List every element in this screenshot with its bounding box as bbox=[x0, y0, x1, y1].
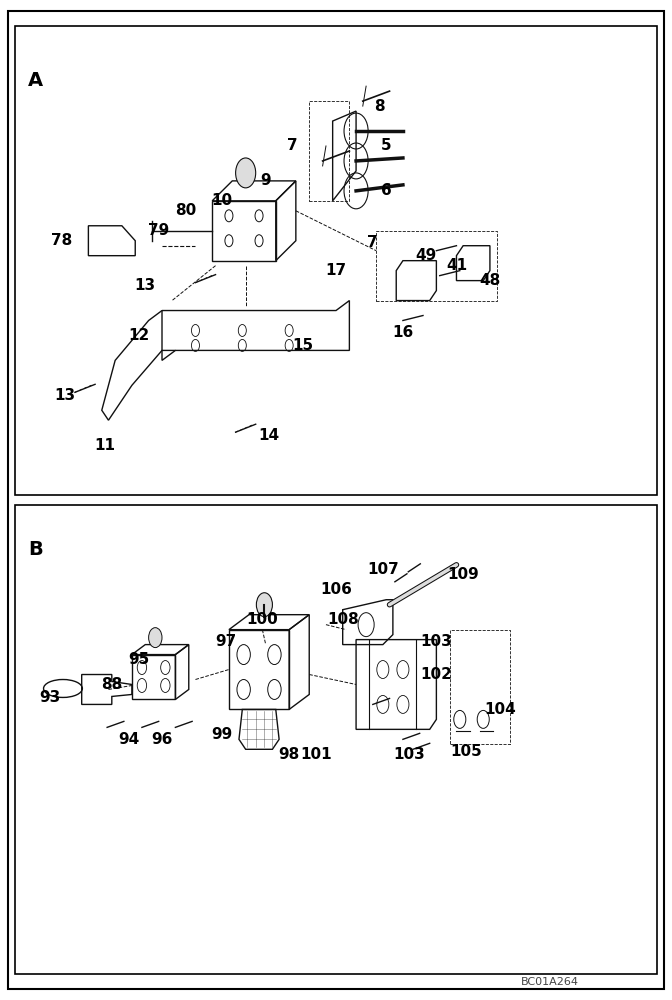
Text: 79: 79 bbox=[148, 223, 169, 238]
Text: 88: 88 bbox=[101, 677, 122, 692]
FancyBboxPatch shape bbox=[15, 26, 657, 495]
Text: 99: 99 bbox=[212, 727, 233, 742]
Text: 100: 100 bbox=[247, 612, 278, 627]
Circle shape bbox=[256, 593, 272, 617]
Text: 10: 10 bbox=[212, 193, 233, 208]
Text: 109: 109 bbox=[448, 567, 479, 582]
Text: 11: 11 bbox=[95, 438, 116, 453]
Text: 106: 106 bbox=[320, 582, 352, 597]
Circle shape bbox=[149, 628, 162, 648]
Text: 12: 12 bbox=[128, 328, 149, 343]
Text: 15: 15 bbox=[292, 338, 313, 353]
Text: 8: 8 bbox=[374, 99, 385, 114]
Text: 16: 16 bbox=[392, 325, 413, 340]
Text: 80: 80 bbox=[175, 203, 196, 218]
Text: 6: 6 bbox=[381, 183, 392, 198]
Text: 104: 104 bbox=[484, 702, 516, 717]
FancyBboxPatch shape bbox=[8, 11, 664, 989]
Text: 108: 108 bbox=[327, 612, 359, 627]
Text: 13: 13 bbox=[134, 278, 156, 293]
Text: 105: 105 bbox=[451, 744, 482, 759]
Text: 103: 103 bbox=[421, 634, 452, 649]
Text: 49: 49 bbox=[416, 248, 437, 263]
Text: 102: 102 bbox=[421, 667, 452, 682]
Text: 41: 41 bbox=[446, 258, 467, 273]
Circle shape bbox=[236, 158, 255, 188]
Text: 14: 14 bbox=[259, 428, 280, 443]
Text: A: A bbox=[28, 71, 43, 90]
Text: 7: 7 bbox=[287, 138, 298, 153]
Text: BC01A264: BC01A264 bbox=[521, 977, 579, 987]
Text: 98: 98 bbox=[278, 747, 300, 762]
Text: 101: 101 bbox=[300, 747, 332, 762]
Text: 103: 103 bbox=[394, 747, 425, 762]
Text: 107: 107 bbox=[367, 562, 398, 577]
Text: 94: 94 bbox=[118, 732, 139, 747]
Text: 13: 13 bbox=[54, 388, 75, 403]
Text: 17: 17 bbox=[325, 263, 347, 278]
Text: 97: 97 bbox=[215, 634, 236, 649]
Text: 5: 5 bbox=[381, 138, 392, 153]
Text: 48: 48 bbox=[479, 273, 501, 288]
Text: 95: 95 bbox=[128, 652, 149, 667]
Text: 93: 93 bbox=[40, 690, 61, 705]
Text: 96: 96 bbox=[151, 732, 173, 747]
Text: 7: 7 bbox=[368, 235, 378, 250]
Text: 9: 9 bbox=[261, 173, 271, 188]
Text: B: B bbox=[28, 540, 43, 559]
Text: 78: 78 bbox=[51, 233, 73, 248]
FancyBboxPatch shape bbox=[15, 505, 657, 974]
